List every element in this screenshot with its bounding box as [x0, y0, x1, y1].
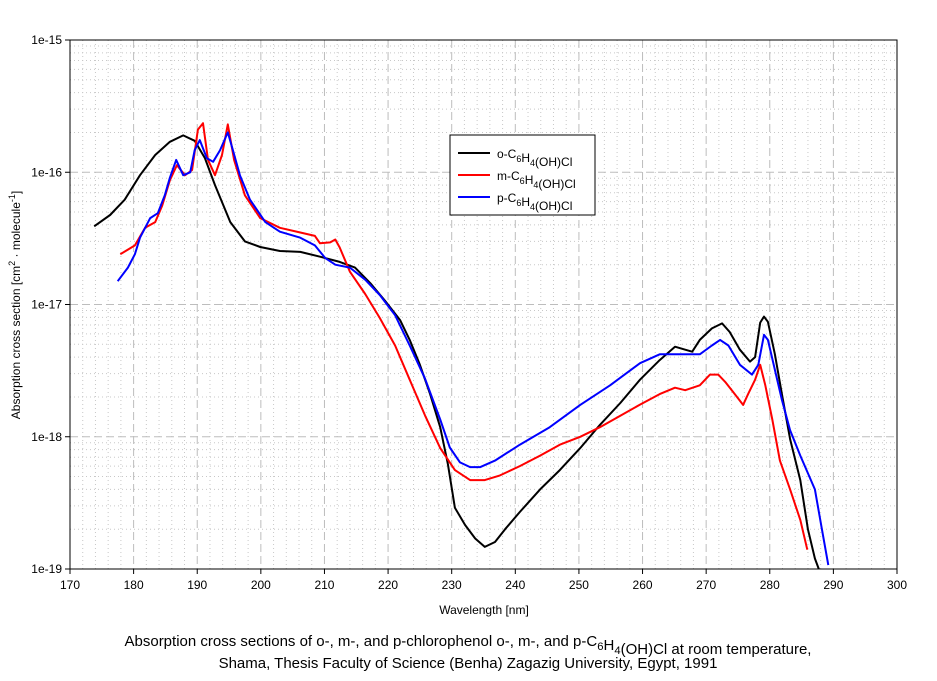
x-tick-label: 170 — [60, 578, 80, 592]
y-tick-label: 1e-19 — [31, 562, 62, 576]
x-tick-label: 280 — [760, 578, 780, 592]
legend-label: o-C6H4(OH)Cl — [497, 147, 572, 169]
x-tick-label: 270 — [696, 578, 716, 592]
series-lines — [93, 122, 830, 570]
x-tick-label: 260 — [633, 578, 653, 592]
x-tick-label: 200 — [251, 578, 271, 592]
x-tick-label: 250 — [569, 578, 589, 592]
x-axis-label: Wavelength [nm] — [439, 603, 529, 617]
axis-ticks: 170 180 190 200 210 220 230 240 250 260 270 280 290 3… — [31, 33, 907, 592]
x-tick-label: 230 — [442, 578, 462, 592]
series-line-p — [116, 131, 830, 566]
caption: Absorption cross sections of o-, m-, and… — [125, 633, 812, 672]
y-tick-label: 1e-18 — [31, 430, 62, 444]
x-tick-label: 290 — [823, 578, 843, 592]
legend-label: m-C6H4(OH)Cl — [497, 169, 576, 191]
y-tick-label: 1e-16 — [31, 165, 62, 179]
y-axis-label: Absorption cross section [cm2 · molecule… — [7, 191, 23, 419]
legend-label: p-C6H4(OH)Cl — [497, 191, 572, 213]
legend: o-C6H4(OH)Clm-C6H4(OH)Clp-C6H4(OH)Cl — [449, 134, 596, 216]
series-line-o — [93, 134, 820, 570]
series-line-m — [119, 122, 809, 550]
caption-line: Absorption cross sections of o-, m-, and… — [125, 633, 812, 658]
x-tick-label: 210 — [314, 578, 334, 592]
grid — [70, 40, 897, 569]
x-tick-label: 300 — [887, 578, 907, 592]
y-tick-label: 1e-15 — [31, 33, 62, 47]
x-tick-label: 240 — [505, 578, 525, 592]
x-tick-label: 190 — [187, 578, 207, 592]
x-tick-label: 180 — [124, 578, 144, 592]
y-tick-label: 1e-17 — [31, 298, 62, 312]
x-tick-label: 220 — [378, 578, 398, 592]
caption-line: Shama, Thesis Faculty of Science (Benha)… — [219, 655, 718, 672]
